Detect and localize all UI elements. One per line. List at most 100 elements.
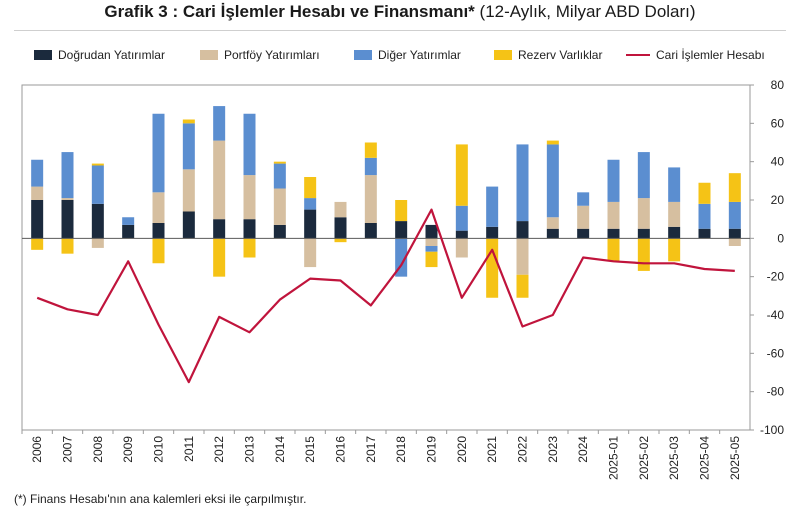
x-tick-label: 2019 [425, 436, 439, 463]
x-tick-label: 2010 [152, 436, 166, 463]
y-tick-label: -40 [767, 308, 785, 322]
bar-reserve [364, 142, 377, 158]
bar-direct [546, 228, 559, 239]
bar-portfolio [182, 169, 195, 212]
bar-direct [425, 224, 438, 239]
bar-direct [728, 228, 741, 239]
bar-reserve [91, 163, 104, 166]
x-tick-label: 2015 [303, 436, 317, 463]
bar-portfolio [364, 175, 377, 223]
x-tick-label: 2006 [30, 436, 44, 463]
bar-portfolio [516, 238, 529, 275]
bar-other [698, 203, 711, 229]
bar-reserve [728, 173, 741, 202]
bar-portfolio [455, 238, 468, 258]
x-tick-label: 2022 [516, 436, 530, 463]
bar-reserve [31, 238, 44, 250]
bar-reserve [425, 251, 438, 268]
bar-other [637, 152, 650, 199]
bar-reserve [637, 238, 650, 271]
bar-direct [122, 224, 135, 239]
bar-other [455, 205, 468, 231]
legend-item-current: Cari İşlemler Hesabı [626, 48, 765, 62]
bar-portfolio [273, 188, 286, 225]
bar-other [728, 201, 741, 229]
legend-swatch-current [626, 54, 650, 56]
x-tick-label: 2007 [61, 436, 75, 463]
bar-portfolio [607, 201, 620, 229]
bar-reserve [486, 238, 499, 298]
bar-portfolio [31, 186, 44, 200]
bar-direct [213, 219, 226, 239]
bar-reserve [243, 238, 256, 258]
x-tick-label: 2017 [364, 436, 378, 463]
bar-direct [243, 219, 256, 239]
bar-direct [637, 228, 650, 239]
chart-title-main: Grafik 3 : Cari İşlemler Hesabı ve Finan… [104, 2, 475, 21]
x-tick-label: 2018 [394, 436, 408, 463]
x-tick-label: 2025-02 [637, 436, 651, 480]
bar-portfolio [243, 175, 256, 220]
bar-direct [668, 226, 681, 239]
bar-reserve [152, 238, 165, 264]
bar-other [486, 186, 499, 227]
y-tick-label: 20 [771, 193, 785, 207]
legend-label-direct: Doğrudan Yatırımlar [58, 48, 165, 62]
bar-reserve [182, 119, 195, 124]
bar-other [516, 144, 529, 222]
chart-title-unit: (12-Aylık, Milyar ABD Doları) [479, 2, 696, 21]
bar-reserve [304, 177, 317, 199]
bar-reserve [668, 238, 681, 262]
bar-other [91, 165, 104, 204]
bar-direct [182, 211, 195, 239]
legend-item-direct: Doğrudan Yatırımlar [34, 48, 165, 62]
bar-other [668, 167, 681, 202]
bar-portfolio [577, 205, 590, 229]
bar-other [395, 238, 408, 277]
bar-portfolio [61, 198, 74, 200]
y-tick-label: -60 [767, 346, 785, 360]
legend-item-portfolio: Portföy Yatırımları [200, 48, 320, 62]
bar-portfolio [334, 201, 347, 218]
bar-direct [607, 228, 620, 239]
x-tick-label: 2016 [334, 436, 348, 463]
bar-portfolio [425, 238, 438, 246]
x-tick-label: 2014 [273, 436, 287, 463]
bar-portfolio [91, 238, 104, 248]
x-tick-label: 2021 [485, 436, 499, 463]
x-tick-label: 2012 [212, 436, 226, 463]
bar-other [31, 159, 44, 187]
bar-direct [516, 221, 529, 239]
y-tick-label: 40 [771, 155, 785, 169]
bar-other [607, 159, 620, 202]
bar-other [182, 123, 195, 170]
bar-other [425, 246, 438, 252]
legend-item-reserve: Rezerv Varlıklar [494, 48, 602, 62]
bar-portfolio [668, 201, 681, 227]
bar-portfolio [546, 217, 559, 229]
bar-other [61, 152, 74, 199]
legend-label-current: Cari İşlemler Hesabı [656, 48, 765, 62]
bar-other [364, 157, 377, 176]
y-tick-label: -20 [767, 270, 785, 284]
bar-portfolio [152, 192, 165, 223]
bar-direct [273, 224, 286, 239]
bar-portfolio [637, 198, 650, 229]
legend-label-portfolio: Portföy Yatırımları [224, 48, 320, 62]
bar-other [577, 192, 590, 206]
bar-direct [364, 223, 377, 239]
legend-label-other: Diğer Yatırımlar [378, 48, 461, 62]
bar-other [122, 217, 135, 225]
bar-reserve [546, 140, 559, 145]
y-tick-label: -80 [767, 385, 785, 399]
x-tick-label: 2009 [121, 436, 135, 463]
bar-direct [334, 217, 347, 239]
bar-direct [152, 223, 165, 239]
x-tick-label: 2025-05 [728, 436, 742, 480]
x-tick-label: 2025-04 [698, 436, 712, 480]
footnote: (*) Finans Hesabı'nın ana kalemleri eksi… [14, 492, 307, 506]
x-tick-label: 2024 [576, 436, 590, 463]
x-tick-label: 2013 [243, 436, 257, 463]
title-divider [14, 30, 786, 31]
y-tick-label: -100 [760, 423, 784, 437]
